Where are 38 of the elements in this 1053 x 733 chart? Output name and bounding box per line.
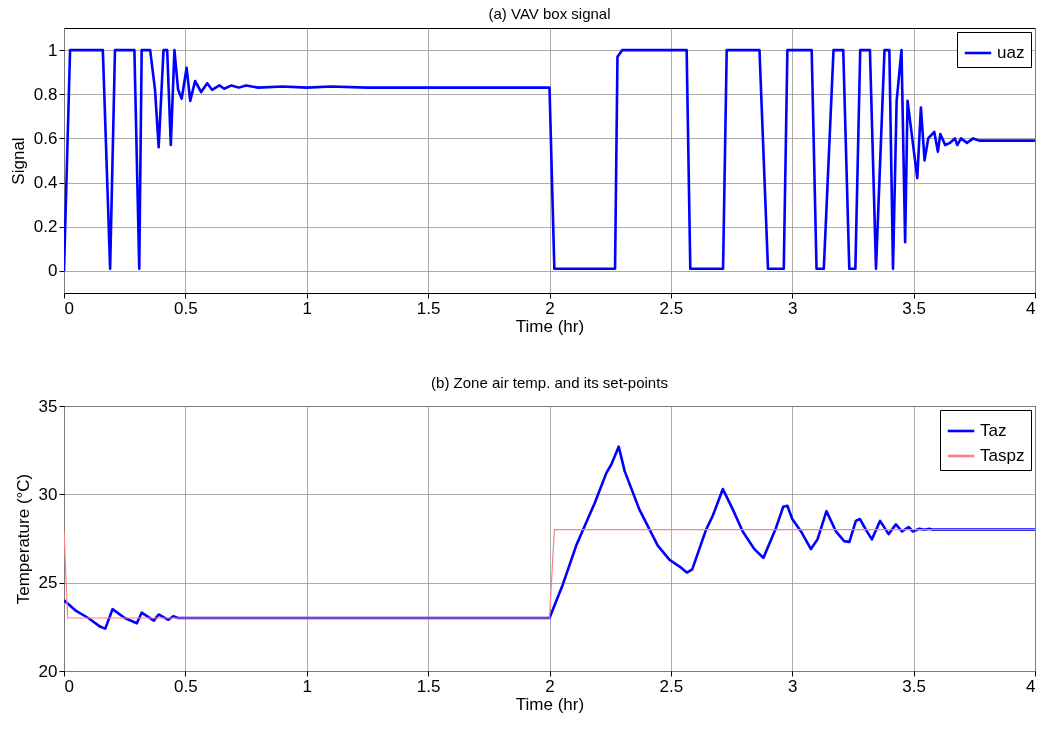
x-tick-label: 3 — [788, 298, 798, 318]
legend-label: uaz — [997, 43, 1025, 62]
x-tick-label: 1.5 — [416, 676, 441, 696]
x-tick-label: 2.5 — [659, 676, 684, 696]
chart-title: (b) Zone air temp. and its set-points — [431, 374, 668, 391]
x-tick-label: 2.5 — [659, 298, 684, 318]
x-axis-title: Time (hr) — [515, 316, 585, 336]
y-axis-title: Temperature (°C) — [13, 473, 33, 605]
y-axis-title: Signal — [8, 137, 28, 185]
y-tick-label: 0.4 — [33, 173, 58, 193]
y-tick-label: 0.6 — [33, 128, 58, 148]
y-tick-label: 30 — [38, 484, 58, 504]
legend-label: Taspz — [980, 446, 1025, 465]
x-tick-label: 1 — [302, 676, 312, 696]
x-axis-title: Time (hr) — [515, 694, 585, 714]
x-tick-label: 1.5 — [416, 298, 441, 318]
y-tick-label: 20 — [38, 661, 58, 681]
x-tick-label: 3 — [788, 676, 798, 696]
x-tick-label: 4 — [1026, 298, 1036, 318]
x-tick-label: 0.5 — [174, 676, 198, 696]
x-tick-label: 3.5 — [902, 298, 926, 318]
legend-label: Taz — [980, 421, 1007, 440]
chart-title: (a) VAV box signal — [488, 5, 611, 22]
x-tick-label: 2 — [545, 298, 555, 318]
x-tick-label: 0.5 — [174, 298, 198, 318]
x-tick-label: 3.5 — [902, 676, 926, 696]
y-tick-label: 0.2 — [33, 217, 58, 237]
y-tick-label: 35 — [38, 396, 58, 416]
x-tick-label: 0 — [64, 298, 74, 318]
y-tick-label: 25 — [38, 573, 58, 593]
x-tick-label: 1 — [302, 298, 312, 318]
x-tick-label: 2 — [545, 676, 555, 696]
y-tick-label: 0 — [48, 261, 58, 281]
y-tick-label: 0.8 — [33, 84, 58, 104]
y-tick-label: 1 — [48, 40, 58, 60]
x-tick-label: 4 — [1026, 676, 1036, 696]
x-tick-label: 0 — [64, 676, 74, 696]
line-series — [64, 48, 1035, 273]
